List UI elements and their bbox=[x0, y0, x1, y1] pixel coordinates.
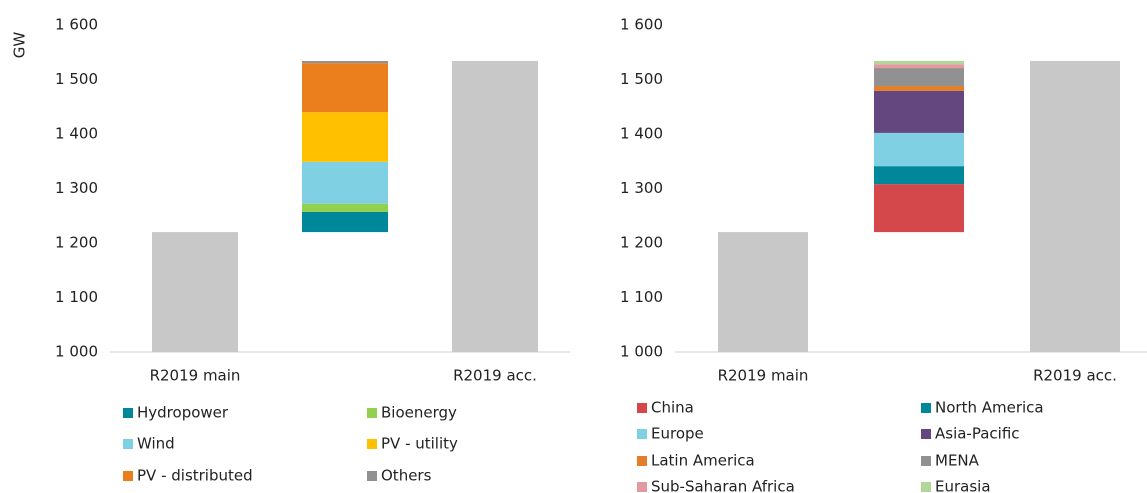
legend-swatch bbox=[921, 482, 931, 492]
total-bar bbox=[452, 60, 538, 352]
segment bbox=[874, 166, 964, 185]
legend-swatch bbox=[367, 439, 377, 449]
legend-label: Hydropower bbox=[137, 404, 229, 422]
legend-swatch bbox=[637, 456, 647, 466]
legend-label: MENA bbox=[935, 452, 980, 470]
segment bbox=[874, 90, 964, 133]
x-tick-label: R2019 main bbox=[718, 367, 809, 385]
y-tick-label: 1 400 bbox=[55, 125, 98, 143]
total-bar bbox=[1030, 60, 1120, 352]
legend-swatch bbox=[123, 471, 133, 481]
y-tick-label: 1 500 bbox=[620, 70, 663, 88]
y-tick-label: 1 000 bbox=[620, 343, 663, 361]
legend-label: Others bbox=[381, 467, 432, 485]
segment bbox=[874, 184, 964, 233]
legend-label: Eurasia bbox=[935, 478, 991, 493]
segment bbox=[302, 60, 388, 64]
segment bbox=[302, 112, 388, 162]
legend-swatch bbox=[367, 471, 377, 481]
legend-label: China bbox=[651, 399, 694, 417]
segment bbox=[874, 132, 964, 167]
segment bbox=[874, 60, 964, 65]
y-tick-label: 1 100 bbox=[55, 288, 98, 306]
legend-label: North America bbox=[935, 399, 1044, 417]
y-tick-label: 1 300 bbox=[620, 179, 663, 197]
legend-swatch bbox=[123, 408, 133, 418]
y-tick-label: 1 400 bbox=[620, 125, 663, 143]
legend-swatch bbox=[637, 482, 647, 492]
legend-swatch bbox=[921, 456, 931, 466]
segment bbox=[302, 211, 388, 233]
legend-label: Wind bbox=[137, 435, 175, 453]
legend-label: Latin America bbox=[651, 452, 755, 470]
segment bbox=[874, 86, 964, 91]
x-tick-label: R2019 acc. bbox=[453, 367, 537, 385]
x-tick-label: R2019 acc. bbox=[1033, 367, 1117, 385]
legend-label: Asia-Pacific bbox=[935, 425, 1020, 443]
legend-label: Europe bbox=[651, 425, 704, 443]
segment bbox=[874, 68, 964, 87]
y-tick-label: 1 500 bbox=[55, 70, 98, 88]
y-tick-label: 1 600 bbox=[55, 16, 98, 34]
y-tick-label: 1 200 bbox=[55, 234, 98, 252]
legend-swatch bbox=[921, 429, 931, 439]
total-bar bbox=[152, 232, 238, 352]
segment bbox=[302, 203, 388, 212]
legend-swatch bbox=[637, 429, 647, 439]
legend-label: Sub-Saharan Africa bbox=[651, 478, 795, 493]
y-tick-label: 1 200 bbox=[620, 234, 663, 252]
legend-swatch bbox=[921, 403, 931, 413]
legend-swatch bbox=[637, 403, 647, 413]
legend-label: Bioenergy bbox=[381, 404, 457, 422]
y-tick-label: 1 300 bbox=[55, 179, 98, 197]
y-tick-label: 1 000 bbox=[55, 343, 98, 361]
segment bbox=[302, 63, 388, 113]
total-bar bbox=[718, 232, 808, 352]
legend-swatch bbox=[123, 439, 133, 449]
y-axis-label: GW bbox=[11, 32, 29, 59]
segment bbox=[302, 161, 388, 204]
legend-swatch bbox=[367, 408, 377, 418]
y-tick-label: 1 100 bbox=[620, 288, 663, 306]
x-tick-label: R2019 main bbox=[150, 367, 241, 385]
y-tick-label: 1 600 bbox=[620, 16, 663, 34]
segment bbox=[874, 64, 964, 69]
legend-label: PV - distributed bbox=[137, 467, 253, 485]
legend-label: PV - utility bbox=[381, 435, 458, 453]
